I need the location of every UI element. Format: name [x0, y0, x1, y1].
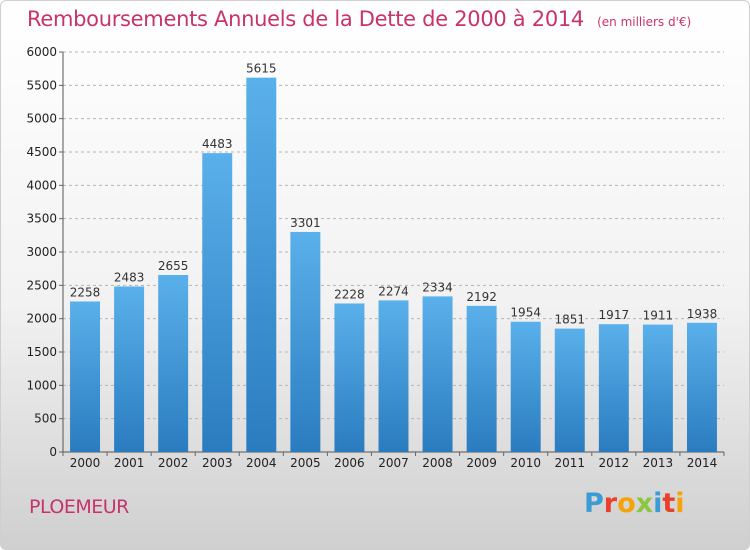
bar-value-label: 5615 [246, 62, 277, 76]
x-tick-label: 2004 [246, 456, 277, 470]
y-tick-label: 2500 [26, 278, 57, 292]
logo-letter: P [584, 488, 604, 519]
logo-letter: x [635, 488, 654, 519]
bar-value-label: 2228 [334, 287, 365, 301]
x-tick-label: 2013 [643, 456, 674, 470]
commune-name: PLOEMEUR [29, 496, 129, 518]
x-tick-label: 2009 [466, 456, 497, 470]
y-tick-label: 3500 [26, 212, 57, 226]
x-tick-label: 2001 [114, 456, 145, 470]
bar-value-label: 2483 [114, 270, 145, 284]
bar [510, 321, 541, 452]
y-tick-label: 4500 [26, 145, 57, 159]
bar [70, 301, 101, 452]
x-tick-label: 2011 [554, 456, 585, 470]
bar [598, 324, 629, 452]
bar [246, 77, 277, 453]
bar [158, 275, 189, 452]
proxiti-logo[interactable]: Proxiti [584, 488, 685, 519]
y-tick-label: 5000 [26, 112, 57, 126]
y-tick-label: 5500 [26, 78, 57, 92]
x-tick-label: 2005 [290, 456, 321, 470]
bar [554, 328, 585, 452]
chart-unit: (en milliers d'€) [597, 15, 692, 29]
bar-value-label: 2258 [70, 285, 101, 299]
bar [202, 153, 233, 452]
x-tick-label: 2010 [510, 456, 541, 470]
bar [642, 324, 673, 452]
bar-value-label: 1938 [687, 307, 718, 321]
bar-value-label: 2655 [158, 259, 189, 273]
y-tick-label: 1000 [26, 378, 57, 392]
x-tick-label: 2000 [70, 456, 101, 470]
bar-value-label: 2192 [466, 290, 497, 304]
y-tick-label: 6000 [26, 45, 57, 59]
bar-value-label: 2334 [422, 280, 453, 294]
logo-letter: i [675, 488, 685, 519]
y-tick-label: 3000 [26, 245, 57, 259]
bar-value-label: 3301 [290, 216, 321, 230]
bar-value-label: 1917 [599, 308, 630, 322]
y-tick-label: 0 [49, 445, 57, 459]
bar-value-label: 1954 [510, 306, 541, 320]
x-tick-label: 2012 [599, 456, 630, 470]
bar-value-label: 4483 [202, 137, 233, 151]
y-tick-label: 2000 [26, 312, 57, 326]
bar-value-label: 2274 [378, 284, 409, 298]
x-tick-label: 2014 [687, 456, 718, 470]
bar [378, 300, 409, 452]
x-tick-label: 2006 [334, 456, 365, 470]
logo-letter: i [653, 488, 663, 519]
y-tick-label: 500 [34, 412, 57, 426]
x-tick-label: 2008 [422, 456, 453, 470]
bar [466, 305, 497, 452]
y-tick-label: 4000 [26, 178, 57, 192]
bar [422, 296, 453, 452]
x-tick-label: 2002 [158, 456, 189, 470]
logo-letter: o [617, 488, 636, 519]
chart-title-row: Remboursements Annuels de la Dette de 20… [27, 7, 691, 31]
bar [334, 303, 365, 452]
bar-value-label: 1851 [554, 313, 585, 327]
bar [290, 231, 321, 452]
chart-title: Remboursements Annuels de la Dette de 20… [27, 7, 584, 31]
y-tick-label: 1500 [26, 345, 57, 359]
x-tick-label: 2007 [378, 456, 409, 470]
logo-letter: r [603, 488, 618, 519]
bar-value-label: 1911 [643, 309, 674, 323]
x-tick-label: 2003 [202, 456, 233, 470]
bar [114, 286, 145, 452]
bar [686, 322, 717, 452]
logo-letter: t [662, 488, 676, 519]
